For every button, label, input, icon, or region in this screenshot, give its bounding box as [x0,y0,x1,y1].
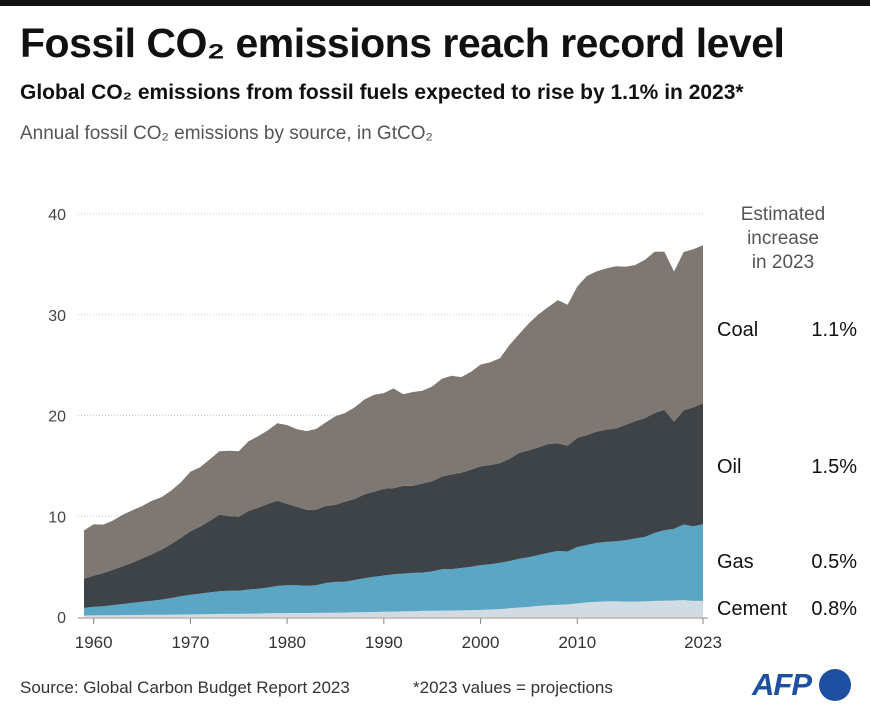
legend-value-oil: 1.5% [811,456,857,478]
legend-label-gas: Gas [717,551,754,573]
legend-title: Estimated increase in 2023 [741,204,825,273]
y-tick-label: 30 [48,308,66,325]
axes: 0 10 20 30 40 1960 1970 1980 1990 2000 2010 2023 [48,207,722,652]
chart-description: Annual fossil CO₂ emissions by source, i… [20,123,433,144]
y-tick-label: 20 [48,409,66,426]
source-text: Source: Global Carbon Budget Report 2023 [20,678,350,697]
afp-logo-text: AFP [752,667,812,702]
areas [84,245,703,617]
chart-subtitle: Global CO₂ emissions from fossil fuels e… [20,81,744,104]
area-cement [84,600,703,617]
chart-title: Fossil CO₂ emissions reach record level [20,20,785,66]
legend-label-cement: Cement [717,598,787,620]
y-tick-label: 10 [48,509,66,526]
area-gas [84,524,703,616]
legend-label-coal: Coal [717,319,758,341]
top-bar [0,0,870,6]
x-tick-label: 1990 [365,633,403,652]
afp-logo: AFP [752,667,851,703]
x-tick-label: 1970 [171,633,209,652]
legend: Estimated increase in 2023 Cement 0.8% Gas 0.5… [717,204,857,620]
footnote-text: *2023 values = projections [413,678,613,697]
x-tick-label: 2023 [684,633,722,652]
afp-logo-circle [819,669,851,701]
x-tick-label: 1980 [268,633,306,652]
legend-label-oil: Oil [717,456,741,478]
x-tick-label: 2000 [462,633,500,652]
legend-value-coal: 1.1% [811,319,857,341]
x-tick-label: 1960 [75,633,113,652]
legend-value-cement: 0.8% [811,598,857,620]
x-tick-label: 2010 [558,633,596,652]
y-tick-label: 0 [57,610,66,627]
area-coal [84,245,703,579]
area-oil [84,403,703,608]
y-tick-label: 40 [48,207,66,224]
legend-value-gas: 0.5% [811,551,857,573]
